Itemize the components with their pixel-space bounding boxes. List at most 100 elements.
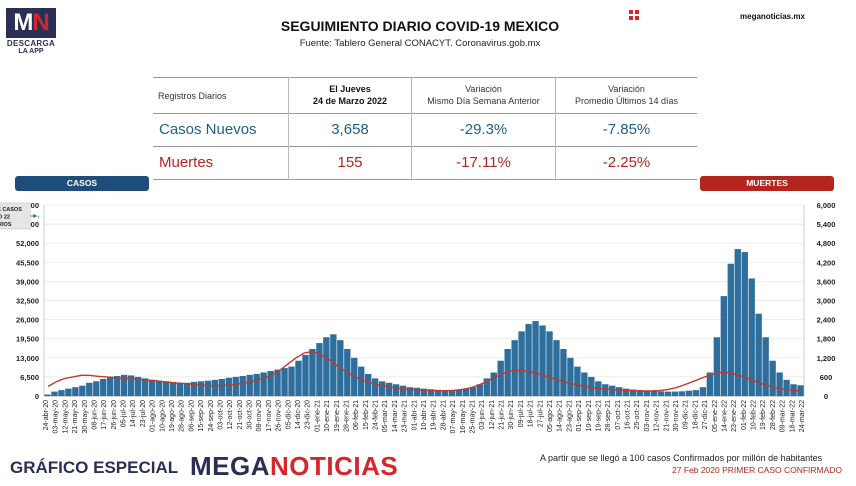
x-tick-label: 23-mar-21 xyxy=(402,400,409,432)
x-tick-label: 23-jul-20 xyxy=(140,400,147,427)
x-tick-label: 23-ago-21 xyxy=(566,400,573,432)
y-tick-right: 1,200 xyxy=(817,354,836,363)
x-tick-label: 24-sep-20 xyxy=(208,400,215,432)
row-casos-value: 3,658 xyxy=(331,121,369,138)
casos-bar xyxy=(650,391,658,396)
x-tick-label: 09-jul-21 xyxy=(518,400,525,427)
casos-bar xyxy=(295,360,302,396)
casos-bar xyxy=(657,391,665,396)
y-tick-right: 3,600 xyxy=(817,277,836,286)
casos-bar xyxy=(483,378,490,396)
x-tick-label: 14-dic-20 xyxy=(295,400,302,429)
x-tick-label: 12-jun-21 xyxy=(489,400,496,430)
row-muertes-var-week: -17.11% xyxy=(456,154,511,171)
casos-bar xyxy=(553,340,560,396)
casos-bar xyxy=(636,390,644,396)
x-tick-label: 26-jun-20 xyxy=(111,400,118,430)
casos-bar xyxy=(253,373,260,396)
covid-chart: 65,00058,50052,00045,50039,00032,50026,0… xyxy=(0,201,836,434)
x-tick-label: 27-jul-21 xyxy=(537,400,544,427)
casos-bar xyxy=(525,324,532,396)
casos-bar xyxy=(469,387,476,396)
casos-bar xyxy=(574,366,581,396)
x-tick-label: 01-sep-21 xyxy=(576,400,583,432)
casos-bar xyxy=(609,385,616,396)
casos-bar xyxy=(302,354,309,396)
x-tick-label: 30-jun-21 xyxy=(508,400,515,430)
footer-first-case: 27 Feb 2020 PRIMER CASO CONFIRMADO xyxy=(672,465,843,475)
x-tick-label: 19-ene-21 xyxy=(334,400,341,432)
casos-bar xyxy=(581,372,588,396)
x-tick-label: 03-nov-21 xyxy=(644,400,651,432)
x-tick-label: 12-may-20 xyxy=(62,400,69,434)
x-tick-label: 18-mar-22 xyxy=(789,400,796,432)
casos-bar xyxy=(162,381,170,396)
casos-bar xyxy=(100,378,107,396)
header-registros: Registros Diarios xyxy=(158,91,227,101)
casos-bar xyxy=(462,388,470,396)
casos-bar xyxy=(539,325,546,396)
x-tick-label: 28-ene-21 xyxy=(344,400,351,432)
casos-bar xyxy=(267,371,274,396)
casos-bar xyxy=(183,382,191,396)
footer-brand: MEGANOTICIAS xyxy=(190,451,399,481)
footer-note: A partir que se llegó a 100 casos Confir… xyxy=(540,453,823,463)
casos-bar xyxy=(476,384,483,396)
page-title: SEGUIMIENTO DIARIO COVID-19 MEXICO xyxy=(280,18,560,34)
casos-bar xyxy=(65,388,72,396)
casos-bar xyxy=(741,252,748,396)
x-tick-label: 08-nov-20 xyxy=(256,400,263,432)
x-tick-label: 24-mar-22 xyxy=(799,400,806,432)
casos-bar xyxy=(309,348,316,396)
x-tick-label: 10-ago-20 xyxy=(159,400,166,432)
casos-bar xyxy=(378,381,386,396)
casos-bar xyxy=(727,263,734,396)
casos-bar xyxy=(260,372,267,396)
casos-bar xyxy=(699,387,707,396)
x-tick-label: 12-nov-21 xyxy=(654,400,661,432)
casos-bar xyxy=(330,334,337,396)
x-tick-label: 21-oct-20 xyxy=(237,400,244,430)
y-tick-left: 19,500 xyxy=(16,335,39,344)
casos-bar xyxy=(385,382,393,396)
casos-bar xyxy=(748,278,755,396)
casos-bar xyxy=(706,372,714,396)
legend-muertes: MUERTES xyxy=(700,176,834,191)
x-tick-label: 10-feb-22 xyxy=(751,400,758,430)
site-url[interactable]: meganoticias.mx xyxy=(740,12,805,21)
x-tick-label: 19-ago-20 xyxy=(169,400,176,432)
x-tick-label: 14-ago-21 xyxy=(557,400,564,432)
meganoticias-logo[interactable]: MN DESCARGA LA APP xyxy=(6,8,56,55)
casos-bar xyxy=(643,390,651,396)
casos-bar xyxy=(392,384,400,396)
casos-bar xyxy=(588,376,595,396)
x-tick-label: 18-dic-21 xyxy=(692,400,699,429)
x-tick-label: 16-oct-21 xyxy=(625,400,632,430)
casos-bar xyxy=(420,388,428,396)
x-tick-label: 15-feb-21 xyxy=(363,400,370,430)
casos-bar xyxy=(734,249,741,396)
y-tick-right: 6,000 xyxy=(817,201,836,210)
y-tick-left: 0 xyxy=(35,392,39,401)
casos-bar xyxy=(455,389,463,396)
casos-bar xyxy=(225,377,232,396)
x-tick-label: 09-dic-21 xyxy=(683,400,690,429)
casos-bar xyxy=(51,391,58,396)
x-tick-label: 21-may-20 xyxy=(72,400,79,434)
x-tick-label: 03-oct-20 xyxy=(218,400,225,430)
casos-bar xyxy=(629,389,637,396)
header-var-14: Variación Promedio Últimos 14 días xyxy=(574,84,679,106)
x-tick-label: 01-ene-21 xyxy=(314,400,321,432)
y-tick-left: 6,500 xyxy=(20,373,39,382)
casos-bar xyxy=(72,387,79,396)
logo-mark: MN xyxy=(6,8,56,38)
mexico-flag-icon xyxy=(629,10,639,20)
y-tick-left: 45,500 xyxy=(16,258,39,267)
casos-bar xyxy=(281,368,288,396)
casos-bar xyxy=(190,381,198,396)
casos-bar xyxy=(204,380,212,396)
x-tick-label: 28-sep-21 xyxy=(605,400,612,432)
x-tick-label: 26-nov-20 xyxy=(276,400,283,432)
y-tick-right: 1,800 xyxy=(817,335,836,344)
x-tick-label: 15-sep-20 xyxy=(198,400,205,432)
